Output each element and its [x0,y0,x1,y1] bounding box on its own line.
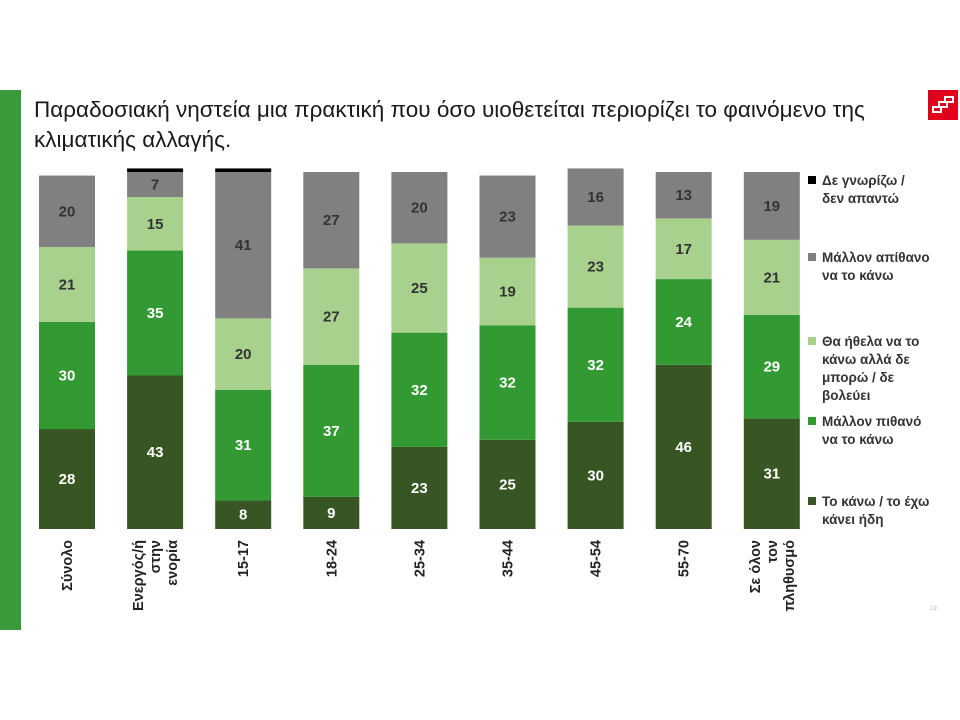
bar-segment [39,429,95,529]
bar-segment [743,314,800,419]
bar-segment [39,321,95,430]
data-label: 32 [587,357,604,374]
legend-label: Μάλλον απίθανο να το κάνω [822,250,930,283]
category-label: Ενεργός/ήστηνενορία [131,540,181,611]
category-label: 18-24 [324,540,340,577]
data-label: 46 [675,439,692,456]
bar-segment [479,325,536,440]
category-label: Σύνολο [60,540,76,591]
bar-segment [303,496,360,529]
legend-label: Μάλλον πιθανό να το κάνω [822,414,922,447]
category-label: 35-44 [501,540,517,577]
left-accent-bar [0,90,21,630]
data-label: 43 [147,444,164,461]
legend-label: Το κάνω / το έχω κάνει ήδη [822,494,930,527]
data-label: 17 [675,241,692,258]
legend-label: Θα ήθελα να το κάνω αλλά δε μπορώ / δε β… [822,334,920,403]
legend-swatch [808,337,816,345]
bar-segment [127,250,184,376]
brand-logo [928,90,958,120]
data-label: 37 [323,423,340,440]
data-label: 8 [239,507,247,524]
data-label: 15 [147,216,164,233]
data-label: 25 [499,476,516,493]
data-label: 21 [59,276,76,293]
bar-segment [39,246,95,322]
bar-segment [127,375,184,529]
data-label: 30 [59,367,76,384]
bar-segment [391,332,448,447]
data-label: 31 [763,466,780,483]
bar-segment [655,279,712,365]
bar-segment [479,257,536,326]
bar-segment [391,243,448,333]
bar-segment [127,168,184,172]
data-label: 29 [763,359,780,376]
bar-segment [39,175,95,247]
data-label: 7 [151,176,159,193]
data-label: 13 [675,187,692,204]
bar-segment [567,421,624,529]
bar-segment [215,172,272,319]
bar-segment [391,172,448,244]
bar-segment [655,364,712,529]
data-label: 19 [763,198,780,215]
bar-segment [127,196,184,251]
data-label: 19 [499,284,516,301]
page-number: 19 [930,606,937,612]
category-label: Σε όλοντονπληθυσμό [748,540,798,612]
data-label: 24 [675,314,692,331]
data-label: 35 [147,305,164,322]
data-label: 28 [59,471,76,488]
legend-label: Δε γνωρίζω / δεν απαντώ [822,173,905,206]
bar-segment [655,172,712,219]
category-label: 55-70 [677,540,693,577]
data-label: 9 [327,505,335,522]
data-label: 20 [59,203,76,220]
bar-segment [303,172,360,269]
bar-segment [215,500,272,529]
data-label: 16 [587,189,604,206]
bar-segment [655,218,712,280]
data-label: 30 [587,467,604,484]
bar-segment [215,389,272,501]
bar-segment [127,172,184,197]
category-label: 25-34 [412,540,428,577]
bar-segment [215,168,272,172]
bar-segment [303,268,360,365]
bar-segment [743,172,800,240]
data-label: 27 [323,212,340,229]
data-label: 32 [499,375,516,392]
data-label: 23 [499,209,516,226]
legend-swatch [808,497,816,505]
data-label: 31 [235,437,252,454]
bar-segment [391,446,448,529]
data-label: 23 [587,259,604,276]
data-label: 21 [763,269,780,286]
chart-title: Παραδοσιακή νηστεία μια πρακτική που όσο… [34,97,865,152]
data-label: 25 [411,280,428,297]
bar-segment [479,439,536,529]
bar-segment [479,175,536,258]
data-label: 20 [411,200,428,217]
category-label: 15-17 [236,540,252,577]
bar-segment [215,318,272,390]
bar-segment [567,168,624,226]
category-label: 45-54 [589,540,605,577]
data-label: 20 [235,346,252,363]
bar-segment [303,364,360,497]
legend-swatch [808,417,816,425]
bar-segment [743,239,800,315]
legend-swatch [808,253,816,261]
data-label: 41 [235,237,252,254]
data-label: 27 [323,309,340,326]
legend-swatch [808,176,816,184]
data-label: 23 [411,480,428,497]
data-label: 32 [411,382,428,399]
bar-segment [567,225,624,308]
bar-segment [567,307,624,422]
bar-segment [743,418,800,529]
